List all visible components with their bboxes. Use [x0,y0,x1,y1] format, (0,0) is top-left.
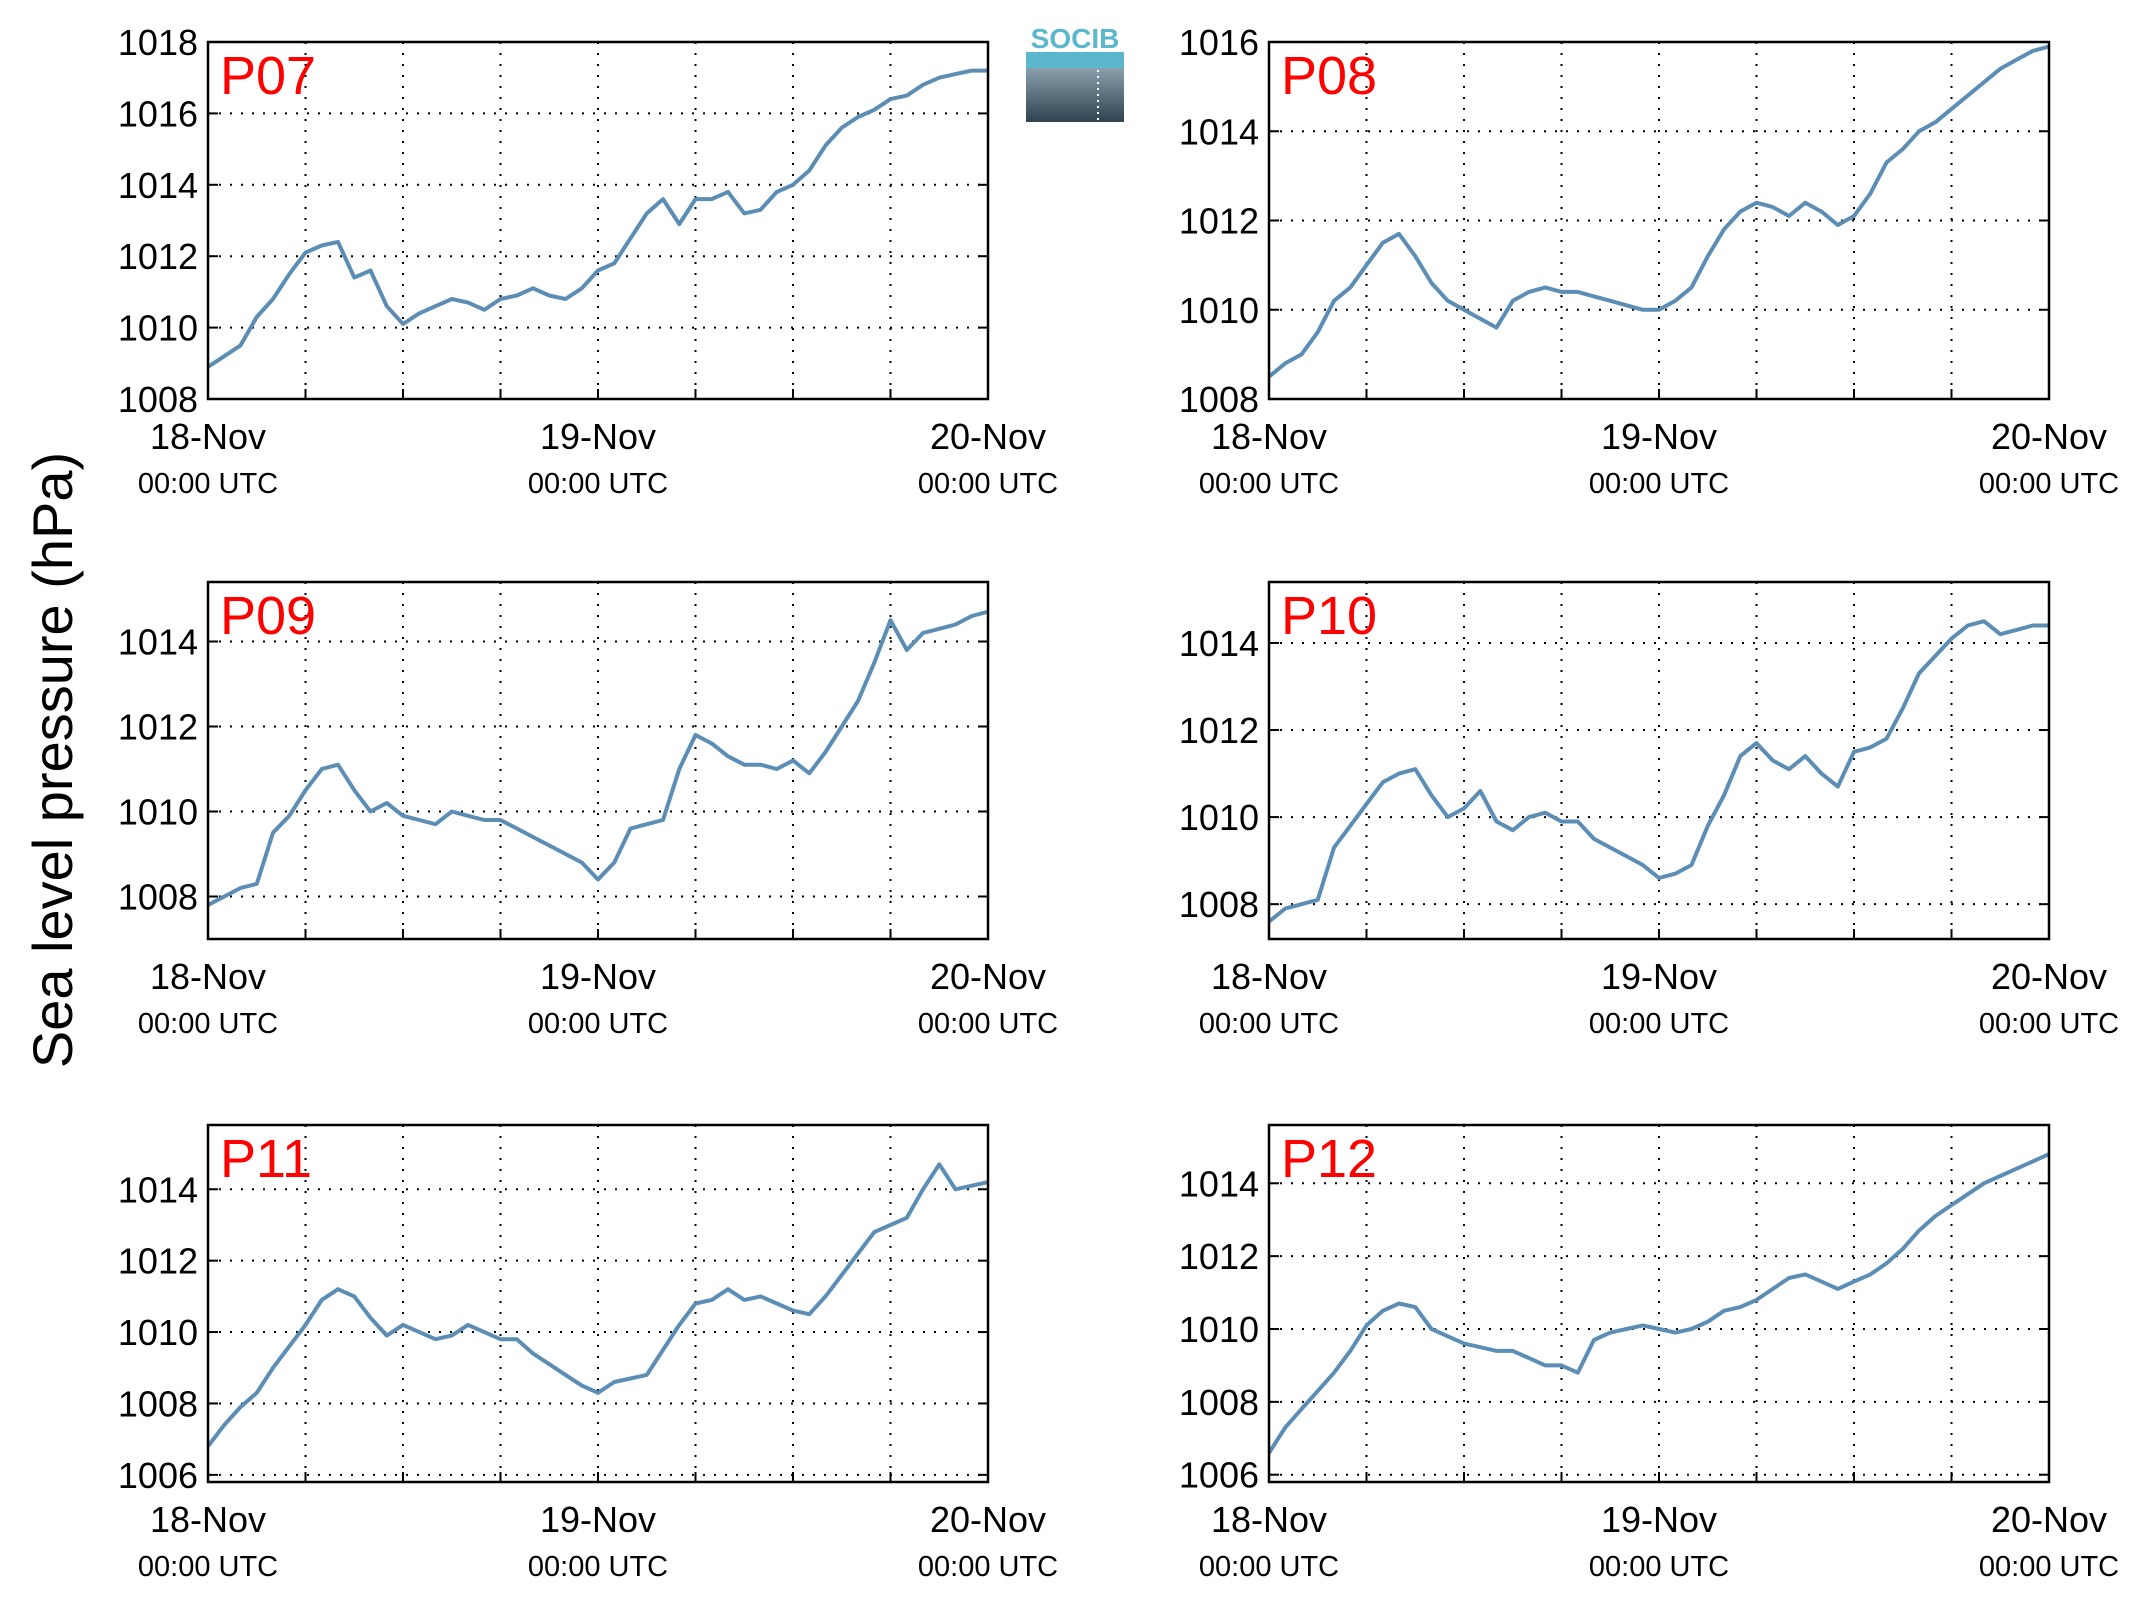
x-tick-date: 20-Nov [930,956,1046,997]
y-tick-label: 1012 [118,707,198,748]
pressure-line-p08 [1267,44,2050,379]
y-tick-label: 1008 [1179,379,1259,420]
y-tick-label: 1014 [118,1169,198,1210]
y-tick-label: 1012 [1179,710,1259,751]
y-tick-label: 1012 [1179,1236,1259,1277]
y-tick-label: 1008 [118,1383,198,1424]
x-tick-time: 00:00 UTC [528,468,668,500]
x-tick-date: 20-Nov [1991,416,2107,457]
station-label: P08 [1281,46,1377,106]
y-tick-label: 1006 [118,1455,198,1496]
x-tick-date: 19-Nov [540,956,656,997]
station-label: P10 [1281,586,1377,646]
pressure-line-p10 [1267,619,2049,924]
x-tick-date: 18-Nov [1211,416,1327,457]
station-label: P07 [220,46,316,106]
x-tick-date: 18-Nov [150,416,266,457]
y-tick-label: 1010 [118,792,198,833]
pressure-line-p07 [206,68,988,369]
y-tick-label: 1014 [1179,623,1259,664]
y-tick-label: 1008 [118,877,198,918]
panel-p12: 1006 1008 1010 1012 1014 P12 18-Nov 00:00 UTC 19… [1179,1123,2119,1583]
logo-sky-band [1026,52,1124,68]
y-tick-label: 1008 [1179,884,1259,925]
y-tick-label: 1014 [1179,111,1259,152]
x-tick-time: 00:00 UTC [1589,1551,1729,1583]
station-label: P09 [220,586,316,646]
x-tick-time: 00:00 UTC [1199,1551,1339,1583]
y-tick-label: 1014 [1179,1163,1259,1204]
plot-frame [1267,580,2051,941]
y-tick-label: 1006 [1179,1455,1259,1496]
plot-frame [206,580,990,941]
y-tick-label: 1014 [118,622,198,663]
x-tick-time: 00:00 UTC [1199,468,1339,500]
plot-frame [206,40,990,401]
logo-sea-block [1026,68,1124,122]
x-tick-time: 00:00 UTC [1589,468,1729,500]
x-tick-time: 00:00 UTC [1979,1008,2119,1040]
panel-p11: 1006 1008 1010 1012 1014 P11 18-Nov 00:00 UTC 19… [118,1123,1058,1583]
y-tick-label: 1010 [1179,1309,1259,1350]
y-tick-label: 1012 [118,236,198,277]
x-tick-date: 18-Nov [150,956,266,997]
pressure-line-p11 [206,1162,989,1448]
x-tick-date: 18-Nov [150,1499,266,1540]
x-tick-time: 00:00 UTC [1979,468,2119,500]
x-tick-date: 19-Nov [540,416,656,457]
x-tick-time: 00:00 UTC [918,1551,1058,1583]
y-tick-label: 1010 [1179,290,1259,331]
logo-text: SOCIB [1031,23,1120,54]
x-tick-time: 00:00 UTC [1589,1008,1729,1040]
station-label: P11 [220,1129,312,1189]
y-tick-label: 1012 [118,1241,198,1282]
y-axis-label: Sea level pressure (hPa) [21,452,84,1068]
x-tick-time: 00:00 UTC [528,1008,668,1040]
y-tick-label: 1008 [118,379,198,420]
x-tick-date: 19-Nov [1601,416,1717,457]
y-tick-label: 1014 [118,165,198,206]
x-tick-time: 00:00 UTC [138,1008,278,1040]
x-tick-date: 19-Nov [1601,1499,1717,1540]
panel-p10: 1008 1010 1012 1014 P10 18-Nov 00:00 UTC 19-Nov… [1179,580,2119,1040]
plot-frame [1267,1123,2051,1484]
x-tick-date: 19-Nov [540,1499,656,1540]
station-label: P12 [1281,1129,1377,1189]
plot-frame [206,1123,990,1484]
x-tick-date: 20-Nov [930,1499,1046,1540]
panel-p09: 1008 1010 1012 1014 P09 18-Nov 00:00 UTC 19-Nov… [118,580,1058,1040]
x-tick-date: 20-Nov [1991,1499,2107,1540]
x-tick-time: 00:00 UTC [1199,1008,1339,1040]
x-tick-date: 18-Nov [1211,956,1327,997]
x-tick-time: 00:00 UTC [1979,1551,2119,1583]
y-tick-label: 1010 [1179,797,1259,838]
pressure-line-p12 [1267,1152,2050,1454]
panels: 1008 1010 1012 1014 1016 1018 P07 18-Nov 00:00 U… [118,22,2119,1583]
y-tick-label: 1012 [1179,201,1259,242]
y-tick-label: 1016 [118,93,198,134]
x-tick-date: 20-Nov [1991,956,2107,997]
y-tick-label: 1010 [118,1312,198,1353]
x-tick-time: 00:00 UTC [138,1551,278,1583]
x-tick-time: 00:00 UTC [138,468,278,500]
plot-frame [1267,40,2051,401]
x-tick-date: 20-Nov [930,416,1046,457]
x-tick-time: 00:00 UTC [918,468,1058,500]
pressure-line-p09 [207,609,989,907]
socib-logo: SOCIB [1026,23,1124,122]
x-tick-date: 19-Nov [1601,956,1717,997]
panel-p07: 1008 1010 1012 1014 1016 1018 P07 18-Nov 00:00 U… [118,22,1058,500]
x-tick-time: 00:00 UTC [918,1008,1058,1040]
panel-p08: 1008 1010 1012 1014 1016 P08 18-Nov 00:00 UTC 19… [1179,22,2119,500]
y-tick-label: 1010 [118,308,198,349]
y-tick-label: 1016 [1179,22,1259,63]
y-tick-label: 1008 [1179,1382,1259,1423]
x-tick-date: 18-Nov [1211,1499,1327,1540]
x-tick-time: 00:00 UTC [528,1551,668,1583]
y-tick-label: 1018 [118,22,198,63]
